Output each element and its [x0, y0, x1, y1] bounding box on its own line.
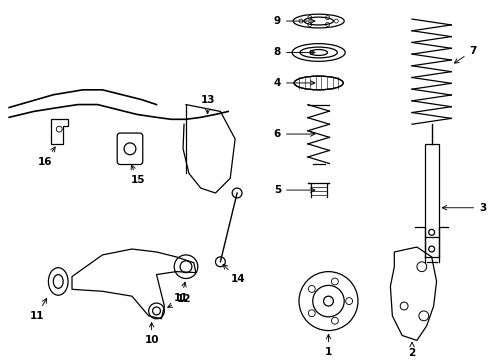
Text: 15: 15 [131, 165, 145, 185]
Text: 5: 5 [274, 185, 315, 195]
Text: 7: 7 [454, 45, 477, 63]
Text: 6: 6 [274, 129, 315, 139]
Text: 9: 9 [274, 16, 315, 26]
Text: 4: 4 [274, 78, 315, 88]
Text: 14: 14 [223, 265, 245, 284]
Text: 11: 11 [174, 282, 188, 303]
Text: 16: 16 [38, 147, 55, 167]
Text: 1: 1 [325, 334, 332, 357]
Text: 3: 3 [442, 203, 487, 213]
Text: 11: 11 [29, 298, 47, 321]
Text: 13: 13 [200, 95, 215, 113]
Text: 8: 8 [274, 48, 315, 58]
Text: 2: 2 [408, 342, 416, 358]
Text: 12: 12 [168, 294, 191, 307]
Text: 10: 10 [145, 323, 159, 345]
Bar [425, 144, 439, 237]
